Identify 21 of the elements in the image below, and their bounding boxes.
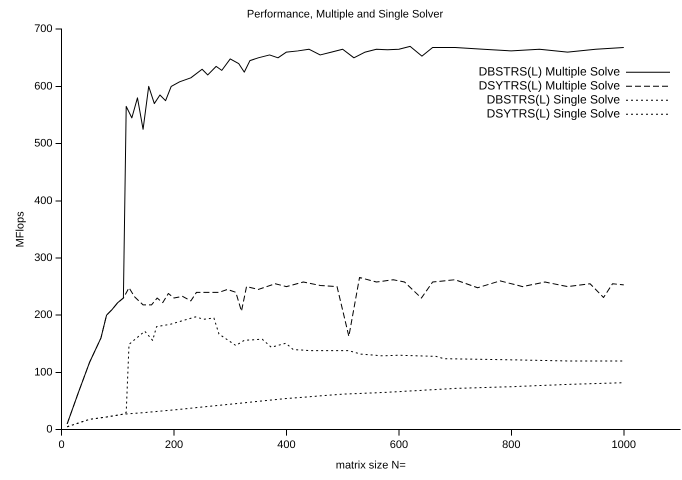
x-tick-label: 800	[502, 439, 521, 452]
y-tick-label: 200	[34, 309, 53, 322]
legend-label: DBSTRS(L) Multiple Solve	[478, 64, 620, 79]
y-tick-label: 100	[34, 366, 53, 378]
legend-label: DSYTRS(L) Single Solve	[486, 106, 620, 121]
x-tick-label: 0	[58, 439, 65, 452]
x-tick-label: 200	[164, 439, 184, 452]
y-tick-label: 500	[34, 138, 53, 150]
y-tick-label: 600	[34, 80, 53, 92]
legend-label: DSYTRS(L) Multiple Solve	[478, 78, 620, 93]
y-tick-label: 0	[46, 424, 53, 436]
chart-title: Performance, Multiple and Single Solver	[246, 8, 444, 21]
x-axis-title: matrix size N=	[336, 459, 406, 472]
x-tick-label: 400	[277, 439, 296, 452]
y-tick-label: 700	[34, 23, 53, 36]
legend-label: DBSTRS(L) Single Solve	[486, 92, 620, 107]
y-tick-label: 400	[34, 194, 53, 207]
x-tick-label: 1000	[612, 439, 636, 452]
y-tick-label: 300	[34, 252, 53, 264]
x-tick-label: 600	[390, 439, 408, 452]
y-axis-title: MFlops	[14, 210, 27, 248]
